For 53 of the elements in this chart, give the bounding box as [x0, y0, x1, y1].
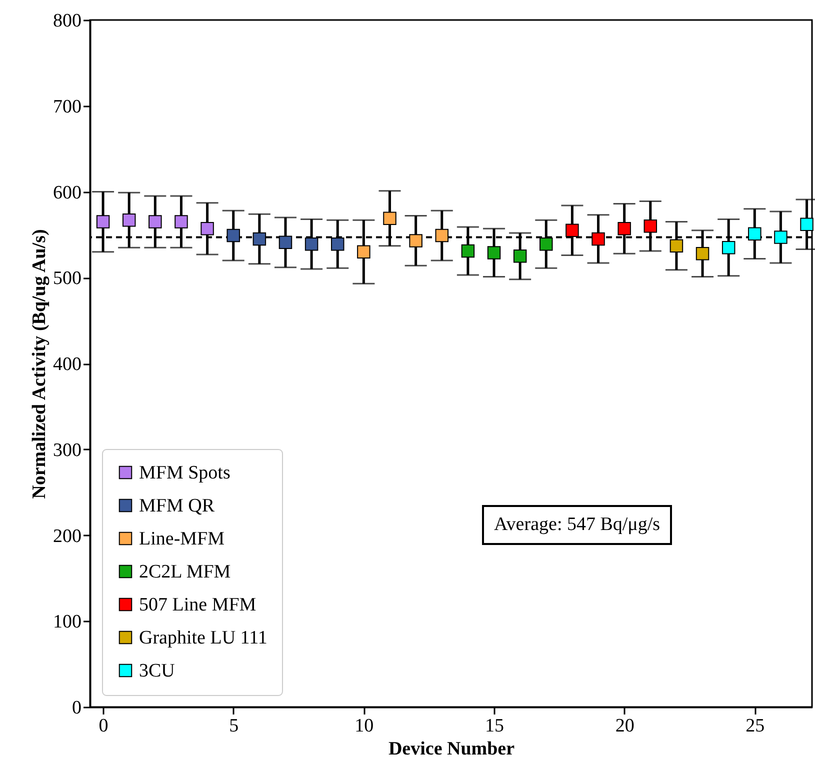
point: [774, 230, 788, 244]
point: [696, 246, 710, 260]
point: [513, 250, 527, 263]
y-tick-label: 400: [53, 354, 82, 375]
point: [435, 228, 448, 242]
x-tick-label: 15: [485, 716, 504, 736]
point: [148, 215, 162, 228]
point: [383, 212, 396, 225]
annotation: Average: 547 Bq/μg/s: [482, 505, 672, 545]
point: [357, 245, 370, 258]
point: [644, 219, 658, 233]
y-tick-label: 700: [53, 96, 82, 118]
legend-label: 507 Line MFM: [139, 594, 256, 616]
x-tick-label: 25: [746, 716, 765, 736]
point: [278, 236, 292, 250]
point: [122, 213, 136, 227]
point: [96, 215, 110, 228]
y-axis-title: Normalized Activity (Bq/ug Au/s): [29, 229, 50, 499]
legend-label: Graphite LU 111: [139, 628, 268, 648]
x-tick-label: 5: [229, 716, 239, 736]
point: [670, 239, 684, 252]
y-tick-label: 600: [53, 182, 82, 204]
point: [722, 240, 736, 254]
x-tick-label: 10: [354, 716, 374, 736]
y-tick-label: 300: [53, 440, 82, 461]
point: [592, 232, 605, 246]
legend-label: Line-MFM: [139, 528, 225, 550]
point: [252, 232, 266, 246]
point: [618, 222, 631, 236]
point: [330, 238, 344, 251]
y-tick-label: 100: [53, 612, 82, 633]
legend-label: MFM Spots: [139, 462, 230, 484]
point: [540, 238, 553, 251]
x-tick-label: 0: [98, 716, 108, 736]
point: [487, 246, 501, 260]
point: [566, 224, 579, 238]
y-tick-label: 200: [53, 526, 82, 547]
legend-label: 2C2L MFM: [139, 562, 231, 582]
y-tick-label: 0: [72, 698, 82, 718]
point: [304, 238, 318, 251]
y-tick-label: 800: [53, 10, 82, 32]
point: [461, 244, 475, 258]
point: [226, 228, 240, 242]
x-tick-label: 20: [615, 716, 634, 736]
x-axis-title: Device Number: [388, 738, 516, 760]
point: [200, 222, 214, 236]
y-tick-label: 500: [53, 268, 82, 290]
point: [800, 218, 814, 232]
point: [409, 234, 422, 248]
legend-label: MFM QR: [139, 496, 215, 516]
point: [174, 215, 188, 228]
legend-label: 3CU: [139, 660, 176, 682]
point: [748, 227, 762, 240]
